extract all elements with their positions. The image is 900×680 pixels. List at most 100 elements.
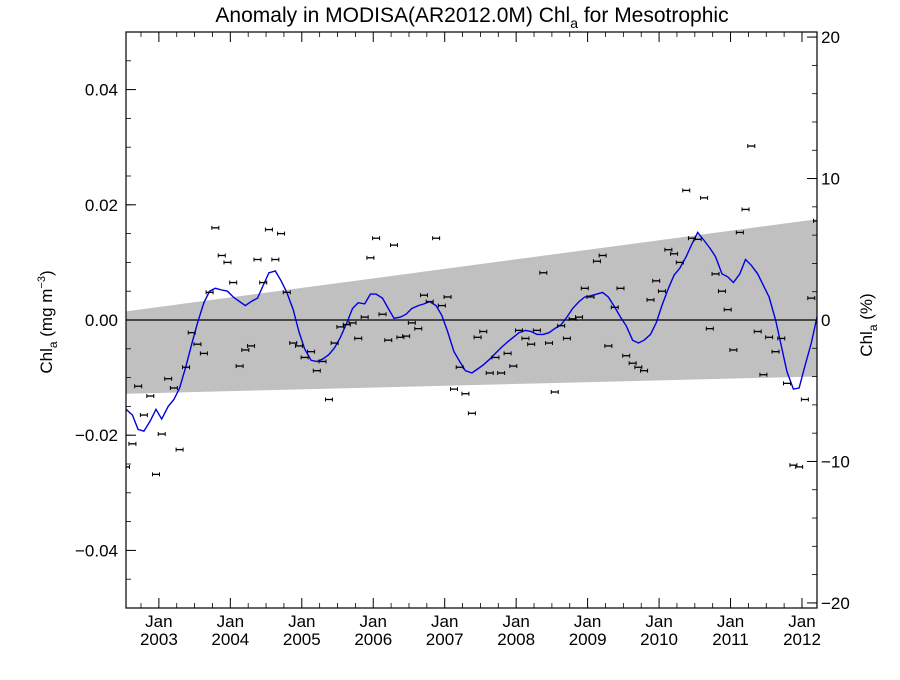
data-point [235, 364, 244, 369]
x-tick-year-label: 2012 [783, 630, 821, 649]
data-point [264, 227, 273, 232]
data-point [455, 365, 464, 370]
data-point [693, 237, 702, 242]
data-point [229, 280, 238, 285]
x-tick-month-label: Jan [360, 612, 387, 631]
data-point [432, 236, 441, 241]
data-point [389, 243, 398, 248]
y-tick-label: 0.04 [85, 81, 118, 100]
data-point [402, 334, 411, 339]
x-tick-year-label: 2008 [497, 630, 535, 649]
data-point [711, 271, 720, 276]
plot-content [126, 144, 817, 477]
data-point [277, 231, 286, 236]
data-point [241, 347, 250, 352]
x-tick-month-label: Jan [145, 612, 172, 631]
y-axis-label: Chla (mg m−3) [36, 270, 60, 373]
x-tick-year-label: 2003 [140, 630, 178, 649]
x-tick-month-label: Jan [574, 612, 601, 631]
data-point [175, 447, 184, 452]
y-tick-label: 0.00 [85, 311, 118, 330]
y2-tick-label: 0 [821, 311, 830, 330]
data-point [539, 270, 548, 275]
data-point [205, 290, 214, 295]
x-tick-month-label: Jan [288, 612, 315, 631]
y-tick-label: 0.02 [85, 196, 118, 215]
data-point [640, 368, 649, 373]
data-point [550, 390, 559, 394]
data-point [449, 387, 458, 392]
data-point [223, 260, 232, 265]
data-point [682, 188, 691, 193]
y-tick-label: −0.02 [75, 426, 118, 445]
data-point [425, 299, 434, 304]
data-point [271, 257, 280, 262]
data-point [759, 372, 768, 377]
data-point [646, 297, 655, 302]
smoothed-series-line [126, 231, 817, 433]
data-point [521, 336, 530, 341]
data-point [723, 307, 732, 312]
data-point [330, 341, 339, 346]
data-point [604, 343, 613, 348]
data-point [747, 144, 756, 149]
data-point [199, 351, 208, 356]
data-point [407, 320, 416, 325]
data-point [598, 253, 607, 258]
data-point [360, 315, 369, 320]
y2-tick-label: 10 [821, 170, 840, 189]
data-point [675, 260, 684, 265]
data-point [164, 376, 173, 381]
data-point [247, 343, 256, 348]
y2-tick-label: −20 [821, 594, 850, 613]
data-point [169, 385, 178, 390]
data-point [657, 289, 666, 294]
x-tick-month-label: Jan [431, 612, 458, 631]
data-point [700, 195, 709, 200]
data-point [532, 328, 541, 333]
data-point [128, 441, 137, 446]
data-point [545, 341, 554, 346]
data-point [509, 364, 518, 369]
x-tick-month-label: Jan [788, 612, 815, 631]
data-point [485, 370, 494, 375]
data-point [652, 278, 661, 283]
data-point [735, 230, 744, 235]
x-tick-year-label: 2005 [283, 630, 321, 649]
data-point [348, 320, 357, 325]
y2-tick-label: −10 [821, 452, 850, 471]
data-point [562, 336, 571, 341]
data-point [628, 361, 637, 366]
data-point [616, 286, 625, 291]
data-point [193, 342, 202, 347]
data-point [610, 305, 619, 310]
data-point [473, 335, 482, 340]
data-point [419, 293, 428, 298]
data-point [800, 397, 809, 402]
data-point [813, 218, 817, 223]
data-point [443, 294, 452, 299]
data-point [384, 338, 393, 343]
data-point [187, 330, 196, 335]
data-point [782, 381, 791, 386]
x-tick-month-label: Jan [217, 612, 244, 631]
x-tick-year-label: 2007 [426, 630, 464, 649]
data-point [586, 294, 595, 299]
data-point [717, 289, 726, 294]
data-point [318, 359, 327, 364]
data-point [139, 413, 148, 418]
data-point [491, 355, 500, 360]
data-point [557, 323, 566, 328]
data-point [777, 336, 786, 341]
data-point [575, 315, 584, 320]
data-point [634, 365, 643, 370]
data-point [729, 347, 738, 352]
confidence-band [126, 219, 817, 394]
data-point [795, 464, 804, 469]
data-point [294, 343, 303, 348]
data-point [354, 336, 363, 341]
data-point [670, 251, 679, 256]
data-point [705, 326, 714, 331]
data-point [467, 411, 476, 416]
